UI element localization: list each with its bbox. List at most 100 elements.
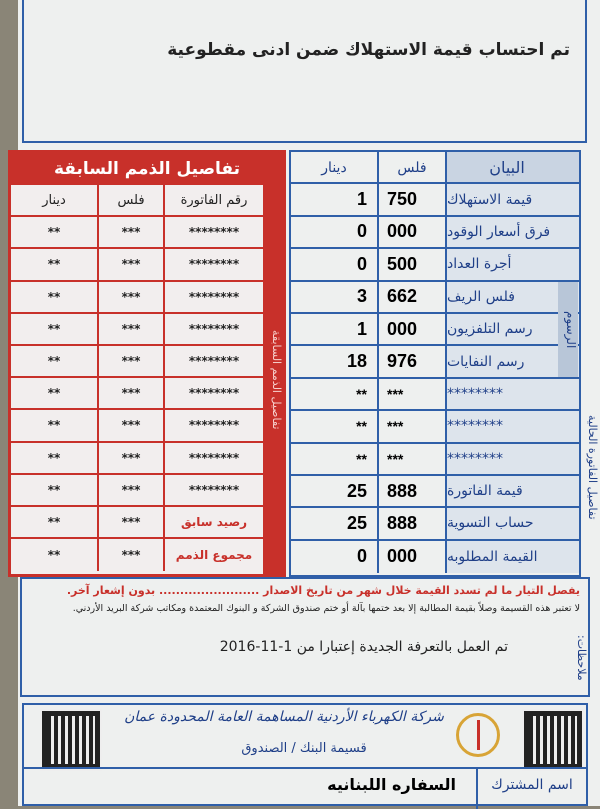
invoice-cell: ********	[188, 418, 240, 433]
table-row: ** *** ********	[291, 411, 579, 444]
table-row: 25 888 حساب التسوية	[291, 508, 579, 541]
dinar-cell: **	[11, 378, 99, 409]
fils-cell: ***	[99, 345, 165, 377]
customer-name: السفاره اللبنانيه	[327, 775, 456, 794]
fils-cell: ***	[99, 474, 165, 505]
invoice-cell: ********	[188, 450, 240, 465]
fils-cell: ***	[99, 281, 165, 312]
invoice-cell: ********	[188, 482, 240, 497]
dinar-cell: **	[11, 474, 99, 505]
invoice-cell: ********	[188, 289, 240, 304]
dinar-cell: 0	[291, 540, 379, 574]
company-name: شركة الكهرباء الأردنية المساهمة العامة ا…	[124, 709, 444, 725]
fils-cell: 976	[379, 346, 447, 377]
table-row: ** *** ********	[11, 249, 263, 282]
table-row: ** *** رصيد سابق	[11, 506, 263, 540]
notes-label: ملاحظات:	[575, 635, 588, 681]
label-cell: قيمة الفاتورة	[447, 475, 579, 507]
fils-cell: 662	[379, 281, 447, 312]
dinar-cell: **	[11, 506, 99, 538]
dinar-cell: 1	[291, 184, 379, 215]
fils-cell: 000	[379, 540, 447, 574]
table-row: ** *** مجموع الذمم	[11, 539, 263, 572]
label-cell: ********	[447, 443, 579, 474]
label-cell: فرق أسعار الوقود	[447, 216, 579, 248]
payment-coupon: شركة الكهرباء الأردنية المساهمة العامة ا…	[22, 703, 588, 809]
dinar-cell: **	[11, 345, 99, 377]
label-cell: أجرة العداد	[447, 249, 579, 280]
table-row: 3 662 فلس الريف	[291, 281, 579, 314]
label-cell: حساب التسوية	[447, 508, 579, 539]
dinar-cell: **	[11, 410, 99, 441]
dinar-cell: **	[291, 378, 379, 410]
header-fils: فلس	[99, 185, 165, 216]
dinar-cell: **	[291, 443, 379, 474]
label-cell: ********	[447, 411, 579, 442]
table-row: 0 000 القيمة المطلوبه	[291, 540, 579, 574]
header-dinar: دينار	[11, 185, 99, 216]
dinar-cell: 18	[291, 346, 379, 377]
receipt-note: لا تعتبر هذه القسيمة وصلاً بقيمة المطالب…	[72, 603, 580, 614]
notes-box: يفصل التيار ما لم تسدد القيمة خلال شهر م…	[20, 577, 590, 697]
label-cell: القيمة المطلوبه	[447, 540, 579, 574]
table-row: 0 500 أجرة العداد	[291, 249, 579, 282]
fils-cell: ***	[99, 217, 165, 248]
table-row: ** *** ********	[11, 378, 263, 411]
table-header: دينار فلس رقم الفاتورة	[11, 185, 263, 218]
invoice-cell: مجموع الذمم	[175, 548, 253, 563]
table-row: ** *** ********	[11, 442, 263, 475]
fils-cell: ***	[99, 378, 165, 409]
qr-code-right	[522, 709, 584, 771]
previous-dues-panel: تفاصيل الذمم السابقة تفاصيل الذمم السابق…	[8, 150, 286, 577]
previous-dues-title: تفاصيل الذمم السابقة	[11, 153, 283, 185]
dinar-cell: 0	[291, 249, 379, 280]
tariff-note: تم العمل بالتعرفة الجديدة إعتبارا من 1-1…	[219, 639, 508, 655]
fees-label: الرسوم	[558, 282, 578, 377]
current-bill-table: دينار فلس البيان 1 750 قيمة الاستهلاك 0 000 ف…	[289, 150, 581, 577]
label-cell: قيمة الاستهلاك	[447, 184, 579, 215]
fils-cell: 888	[379, 508, 447, 539]
fils-cell: ***	[99, 506, 165, 538]
customer-row: السفاره اللبنانيه اسم المشترك	[24, 767, 586, 809]
table-row: 18 976 رسم النفايات	[291, 346, 579, 379]
previous-dues-side-label: تفاصيل الذمم السابقة	[263, 185, 283, 574]
table-row: ** *** ********	[11, 474, 263, 507]
table-row: ** *** ********	[11, 313, 263, 346]
table-row: 1 000 رسم التلفزيون	[291, 313, 579, 347]
current-bill-side-label: تفاصيل الفاتورة الحالية	[586, 415, 599, 520]
dinar-cell: 0	[291, 216, 379, 248]
label-cell: فلس الريف	[447, 281, 579, 312]
customer-label: اسم المشترك	[476, 769, 586, 809]
dinar-cell: 25	[291, 508, 379, 539]
fils-cell: ***	[99, 539, 165, 572]
fils-cell: 500	[379, 249, 447, 280]
fils-cell: 750	[379, 184, 447, 215]
table-header: دينار فلس البيان	[291, 152, 579, 185]
dinar-cell: **	[11, 249, 99, 280]
fils-cell: ***	[379, 411, 447, 442]
header-invoice: رقم الفاتورة	[180, 192, 248, 208]
dinar-cell: **	[11, 539, 99, 572]
label-cell: ********	[447, 378, 579, 410]
table-row: ** *** ********	[291, 378, 579, 412]
bill-title: تم احتساب قيمة الاستهلاك ضمن ادنى مقطوعي…	[167, 40, 570, 60]
table-row: ** *** ********	[11, 217, 263, 250]
table-row: ** *** ********	[291, 443, 579, 476]
dinar-cell: **	[11, 442, 99, 473]
invoice-cell: رصيد سابق	[180, 514, 248, 529]
top-frame	[22, 0, 587, 143]
fils-cell: ***	[99, 313, 165, 344]
disconnection-warning: يفصل التيار ما لم تسدد القيمة خلال شهر م…	[66, 584, 580, 597]
dinar-cell: **	[11, 313, 99, 344]
invoice-cell: ********	[188, 257, 240, 272]
table-row: ** *** ********	[11, 281, 263, 314]
label-cell: رسم النفايات	[447, 346, 579, 377]
table-row: 0 000 فرق أسعار الوقود	[291, 216, 579, 250]
fils-cell: ***	[379, 378, 447, 410]
label-cell: رسم التلفزيون	[447, 313, 579, 345]
dinar-cell: 1	[291, 313, 379, 345]
qr-code-left	[40, 709, 102, 771]
table-row: 1 750 قيمة الاستهلاك	[291, 184, 579, 217]
table-row: ** *** ********	[11, 410, 263, 443]
fils-cell: 000	[379, 313, 447, 345]
